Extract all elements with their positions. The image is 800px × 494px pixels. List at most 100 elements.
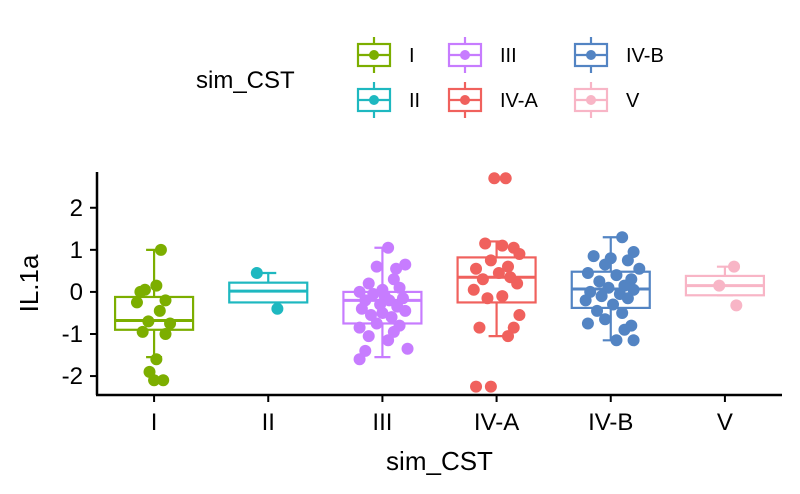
x-axis-ticks: I II III IV-A IV-B V: [151, 395, 733, 436]
data-point: [376, 306, 389, 319]
data-point: [581, 266, 594, 279]
data-point: [148, 374, 161, 387]
y-axis-ticks: -2 -1 0 1 2: [62, 195, 97, 390]
data-point: [365, 309, 377, 322]
data-point: [157, 374, 170, 387]
data-point: [627, 245, 640, 258]
y-tick-label: -1: [62, 321, 83, 348]
legend-label: V: [626, 90, 640, 112]
data-point: [150, 353, 163, 366]
y-tick-label: 2: [70, 195, 83, 222]
boxes-layer: [113, 236, 766, 359]
data-point: [385, 311, 398, 324]
data-point: [511, 277, 524, 290]
data-point: [587, 250, 600, 263]
plot-area: [113, 172, 766, 393]
data-point: [579, 294, 592, 307]
data-point: [496, 290, 509, 303]
data-point: [593, 275, 606, 288]
data-point: [154, 243, 167, 256]
data-point: [513, 309, 526, 322]
data-point: [730, 299, 743, 312]
data-point: [159, 327, 172, 340]
data-point: [492, 266, 505, 279]
legend-key-II: [356, 82, 392, 118]
data-point: [481, 292, 494, 305]
data-point: [616, 306, 629, 319]
data-point: [164, 317, 177, 330]
data-point: [607, 298, 620, 311]
box-iqr: [113, 295, 195, 331]
data-point: [136, 325, 149, 338]
data-point: [370, 260, 383, 273]
legend-label: III: [500, 45, 517, 67]
data-point: [633, 262, 646, 275]
data-point: [142, 315, 155, 328]
data-point: [591, 304, 604, 317]
x-tick-label: V: [717, 409, 733, 436]
data-point: [359, 344, 372, 357]
data-point: [473, 321, 486, 334]
data-point: [616, 231, 629, 244]
legend-key-III: [447, 37, 483, 73]
legend-key-IV-A: [447, 82, 483, 118]
box-I: [113, 248, 195, 359]
legend-point: [586, 50, 596, 60]
data-point: [595, 290, 608, 303]
data-point: [353, 285, 366, 298]
data-point: [362, 330, 375, 343]
box-V: [684, 265, 766, 297]
legend-key-I: [356, 37, 392, 73]
data-point: [159, 294, 172, 307]
data-point: [621, 254, 634, 267]
data-point: [618, 323, 631, 336]
data-point: [502, 330, 514, 343]
x-tick-label: IV-B: [588, 409, 633, 436]
data-point: [396, 292, 409, 305]
data-point: [370, 317, 383, 330]
data-point: [621, 292, 634, 305]
data-point: [387, 325, 400, 338]
data-point: [353, 321, 366, 334]
data-point: [479, 237, 492, 250]
data-point: [382, 334, 395, 347]
points-layer: [130, 172, 743, 393]
data-point: [499, 172, 512, 185]
data-point: [362, 277, 375, 290]
y-tick-label: 0: [70, 279, 83, 306]
data-point: [467, 283, 480, 296]
data-point: [599, 313, 612, 326]
y-axis-title: IL.1a: [14, 254, 44, 312]
data-point: [387, 273, 400, 286]
data-point: [138, 283, 151, 296]
legend-point: [586, 95, 596, 105]
data-point: [728, 260, 741, 273]
data-point: [488, 172, 501, 185]
data-point: [627, 334, 640, 347]
legend-point: [460, 95, 470, 105]
data-point: [353, 353, 366, 366]
data-point: [355, 302, 368, 315]
x-tick-label: I: [151, 409, 158, 436]
legend-label: I: [409, 45, 415, 67]
x-tick-label: IV-A: [474, 409, 519, 436]
legend-key-IV-B: [573, 37, 609, 73]
legend-point: [460, 50, 470, 60]
data-point: [470, 262, 483, 275]
data-point: [390, 262, 403, 275]
legend-point: [369, 50, 379, 60]
data-point: [599, 258, 612, 271]
y-tick-label: 1: [70, 237, 83, 264]
x-tick-label: III: [372, 409, 392, 436]
legend-label: IV-B: [626, 45, 664, 67]
box-II: [228, 271, 309, 304]
data-point: [484, 380, 497, 393]
data-point: [602, 281, 615, 294]
data-point: [496, 239, 509, 252]
data-point: [502, 260, 514, 273]
data-point: [470, 380, 483, 393]
data-point: [507, 321, 520, 334]
data-point: [627, 283, 640, 296]
